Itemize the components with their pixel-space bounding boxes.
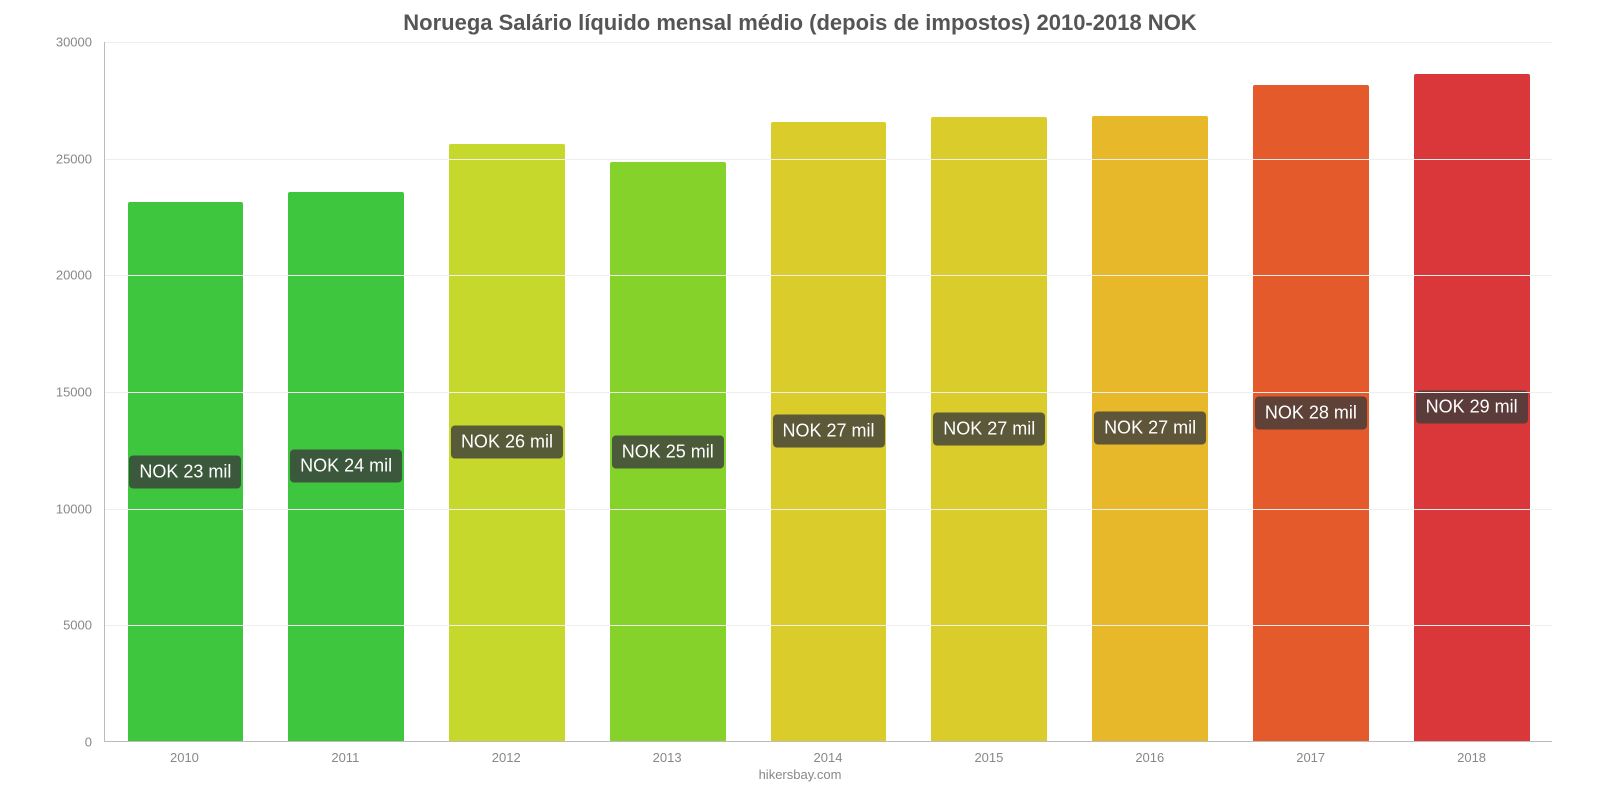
y-tick-label: 25000: [56, 151, 92, 166]
bar: NOK 28 mil: [1253, 85, 1369, 741]
chart-container: Noruega Salário líquido mensal médio (de…: [40, 10, 1560, 790]
plot-area: 050001000015000200002500030000 NOK 23 mi…: [40, 42, 1560, 742]
gridline: [105, 509, 1552, 510]
bar-value-label: NOK 28 mil: [1255, 397, 1367, 430]
chart-title: Noruega Salário líquido mensal médio (de…: [40, 10, 1560, 36]
bar: NOK 26 mil: [449, 144, 565, 741]
bar-value-label: NOK 27 mil: [933, 412, 1045, 445]
bar: NOK 27 mil: [771, 122, 887, 742]
gridline: [105, 625, 1552, 626]
y-tick-label: 30000: [56, 35, 92, 50]
bar-value-label: NOK 25 mil: [612, 435, 724, 468]
y-tick-label: 0: [85, 735, 92, 750]
bar-value-label: NOK 29 mil: [1416, 391, 1528, 424]
y-tick-label: 10000: [56, 501, 92, 516]
gridline: [105, 392, 1552, 393]
gridline: [105, 42, 1552, 43]
bar-value-label: NOK 23 mil: [129, 455, 241, 488]
bar: NOK 27 mil: [931, 117, 1047, 741]
bar: NOK 29 mil: [1414, 74, 1530, 741]
bar-value-label: NOK 27 mil: [1094, 412, 1206, 445]
y-axis: 050001000015000200002500030000: [40, 42, 100, 742]
y-tick-label: 15000: [56, 385, 92, 400]
gridline: [105, 275, 1552, 276]
source-label: hikersbay.com: [40, 767, 1560, 782]
bar-value-label: NOK 27 mil: [773, 415, 885, 448]
bar: NOK 24 mil: [288, 192, 404, 742]
y-tick-label: 5000: [63, 618, 92, 633]
bar-value-label: NOK 24 mil: [290, 450, 402, 483]
gridline: [105, 159, 1552, 160]
bar: NOK 25 mil: [610, 162, 726, 741]
bar-value-label: NOK 26 mil: [451, 426, 563, 459]
bars-region: NOK 23 mil NOK 24 mil NOK 26 mil NOK 25 mil…: [104, 42, 1552, 742]
bar: NOK 27 mil: [1092, 116, 1208, 741]
y-tick-label: 20000: [56, 268, 92, 283]
bar: NOK 23 mil: [128, 202, 244, 741]
